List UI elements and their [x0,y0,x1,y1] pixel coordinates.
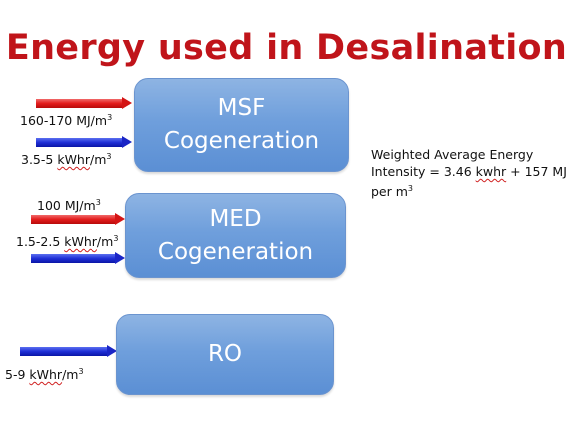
med-box-line2: Cogeneration [157,238,314,265]
ro-electric-label: 5-9 kWhr/m3 [5,367,84,382]
med-electric-label: 1.5-2.5 kWhr/m3 [16,234,119,249]
note-line2: Intensity = 3.46 kwhr + 157 MJ [371,164,567,179]
msf-thermal-arrow [36,97,132,109]
note-line1: Weighted Average Energy [371,147,534,162]
med-box-line1: MED [209,205,262,232]
med-cogeneration-box: MED Cogeneration [125,193,346,278]
msf-cogeneration-box: MSF Cogeneration [134,78,349,172]
slide-title: Energy used in Desalination [5,28,568,68]
med-thermal-arrow [31,213,125,225]
note-line3: per m3 [371,184,414,199]
med-thermal-label: 100 MJ/m3 [37,198,101,213]
msf-electric-label: 3.5-5 kWhr/m3 [21,152,112,167]
ro-box: RO [116,314,334,395]
msf-thermal-label: 160-170 MJ/m3 [20,113,113,128]
med-electric-arrow [31,252,125,264]
weighted-average-note: Weighted Average Energy Intensity = 3.46… [371,146,567,200]
msf-electric-arrow [36,136,132,148]
ro-electric-arrow [20,345,117,357]
msf-box-line2: Cogeneration [163,128,320,154]
msf-box-line1: MSF [217,95,266,121]
ro-box-label: RO [207,341,243,367]
